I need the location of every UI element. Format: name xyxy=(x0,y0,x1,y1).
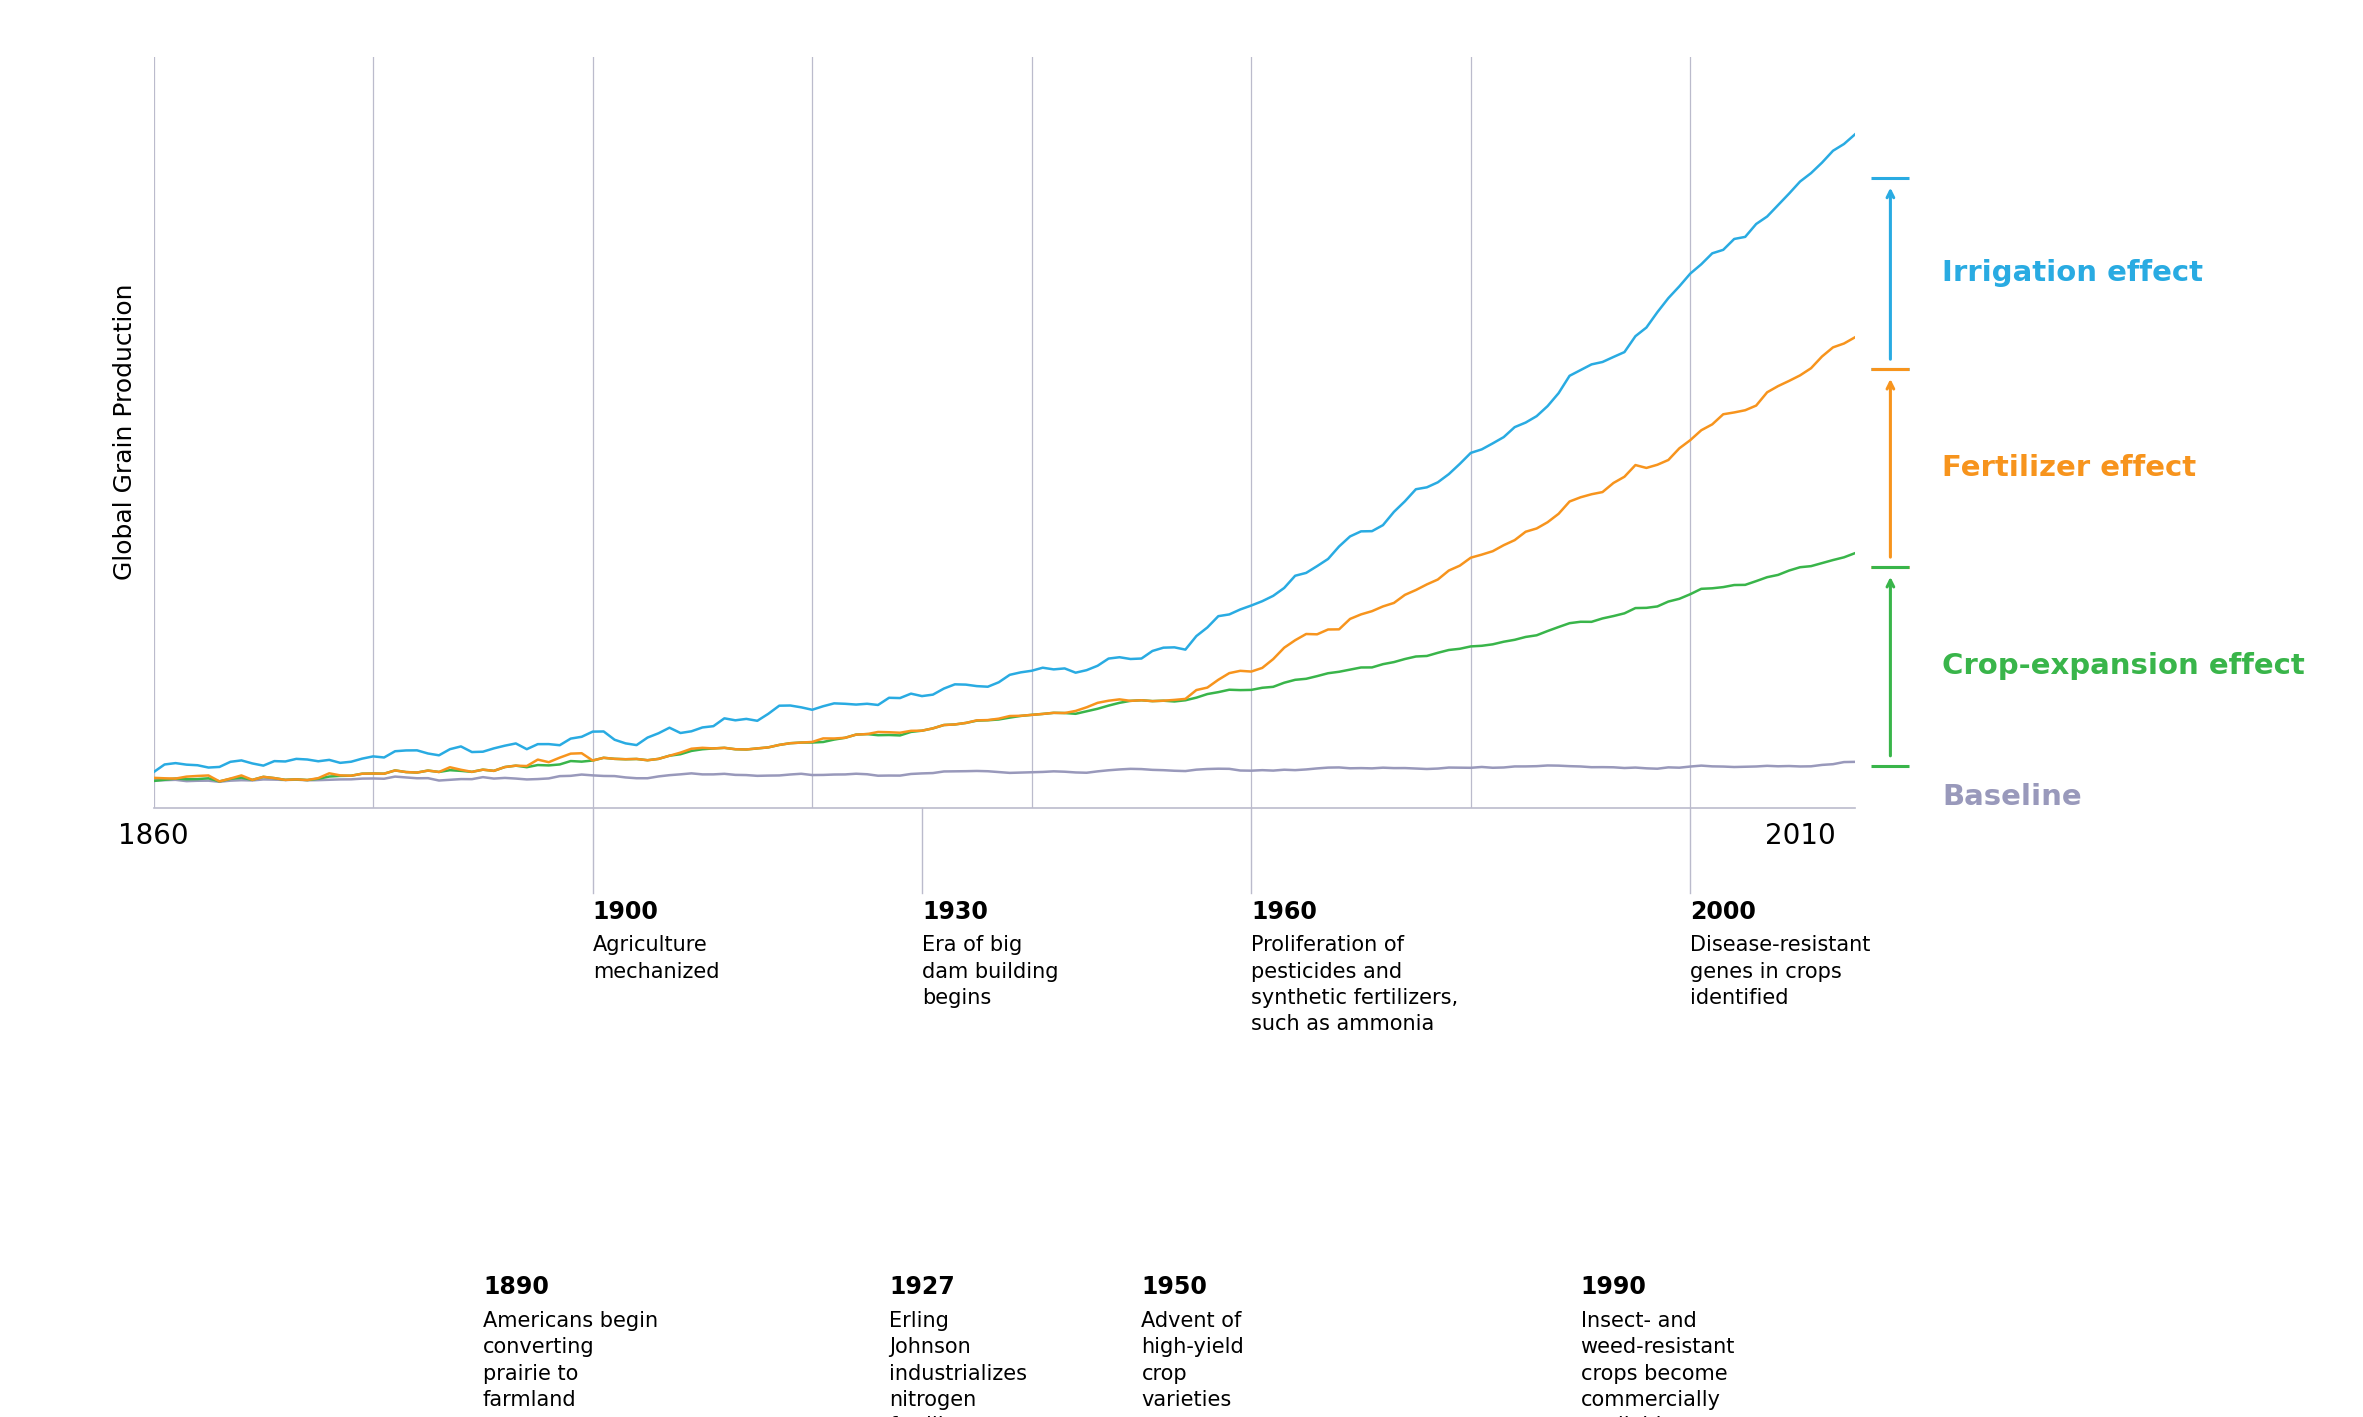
Text: Insect- and
weed-resistant
crops become
commercially
available: Insect- and weed-resistant crops become … xyxy=(1581,1311,1734,1417)
Text: 1960: 1960 xyxy=(1252,900,1316,924)
Text: Agriculture
mechanized: Agriculture mechanized xyxy=(593,935,718,982)
Text: Baseline: Baseline xyxy=(1942,782,2082,811)
Text: Crop-expansion effect: Crop-expansion effect xyxy=(1942,652,2306,680)
Text: Proliferation of
pesticides and
synthetic fertilizers,
such as ammonia: Proliferation of pesticides and syntheti… xyxy=(1252,935,1458,1034)
Text: Fertilizer effect: Fertilizer effect xyxy=(1942,453,2198,482)
Text: 1990: 1990 xyxy=(1581,1275,1647,1299)
Text: 1900: 1900 xyxy=(593,900,659,924)
Text: 1890: 1890 xyxy=(482,1275,548,1299)
Y-axis label: Global Grain Production: Global Grain Production xyxy=(113,283,137,581)
Text: Americans begin
converting
prairie to
farmland: Americans begin converting prairie to fa… xyxy=(482,1311,657,1410)
Text: Irrigation effect: Irrigation effect xyxy=(1942,259,2202,288)
Text: 2000: 2000 xyxy=(1690,900,1756,924)
Text: Erling
Johnson
industrializes
nitrogen
fertilizer
production: Erling Johnson industrializes nitrogen f… xyxy=(888,1311,1028,1417)
Text: 1927: 1927 xyxy=(888,1275,955,1299)
Text: 1950: 1950 xyxy=(1141,1275,1207,1299)
Text: 1930: 1930 xyxy=(922,900,988,924)
Text: Disease-resistant
genes in crops
identified: Disease-resistant genes in crops identif… xyxy=(1690,935,1871,1007)
Text: Era of big
dam building
begins: Era of big dam building begins xyxy=(922,935,1059,1007)
Text: Advent of
high-yield
crop
varieties: Advent of high-yield crop varieties xyxy=(1141,1311,1245,1410)
